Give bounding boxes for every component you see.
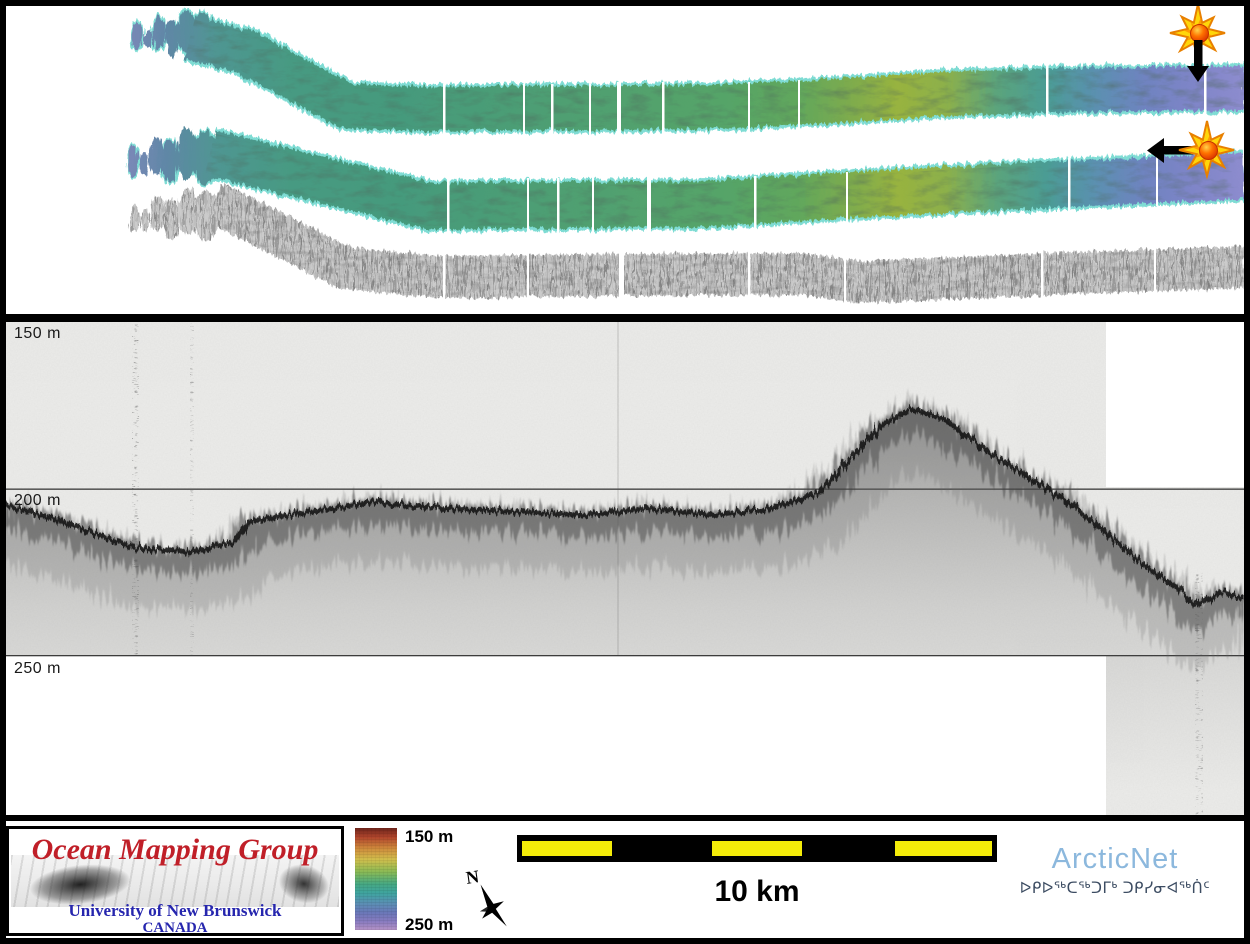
faint-line [617, 322, 619, 655]
scale-bar-label: 10 km [714, 875, 800, 908]
scale-bar-segment [712, 841, 802, 856]
depth-gridlines [6, 488, 1244, 657]
compass-star-icon [479, 884, 507, 927]
colorbar-noise [355, 828, 397, 930]
footer: Ocean Mapping Group University of New Br… [6, 821, 1244, 938]
swath3-seams [443, 246, 1156, 314]
north-arrow: N [454, 865, 536, 937]
omg-logo: Ocean Mapping Group University of New Br… [6, 826, 348, 936]
swath1-seams [443, 62, 1207, 136]
depth-label-250: 250 m [14, 660, 61, 677]
noise-column [190, 322, 194, 655]
depth-colorbar [355, 828, 397, 930]
omg-title: Ocean Mapping Group [31, 833, 319, 866]
scale-bar [517, 835, 997, 862]
omg-country: CANADA [142, 920, 208, 936]
colorbar-bottom-label: 250 m [405, 915, 454, 934]
bathymetry-swath-2 [126, 127, 1244, 234]
arcticnet-inuktitut: ᐅᑭᐅᖅᑕᖅᑐᒥᒃ ᑐᑭᓯᓂᐊᖅᑏᑦ [1019, 880, 1211, 897]
arcticnet-logo: ArcticNet ᐅᑭᐅᖅᑕᖅᑐᒥᒃ ᑐᑭᓯᓂᐊᖅᑏᑦ [986, 843, 1244, 897]
echogram-graphic [6, 322, 1244, 815]
bathymetry-swath-1 [130, 8, 1244, 136]
subbottom-profile-panel: 150 m 200 m 250 m [6, 322, 1244, 815]
scale-bar-segment [895, 841, 992, 856]
swath-map-graphic [126, 6, 1244, 314]
starburst-marker-2 [1147, 120, 1235, 177]
noise-column [132, 322, 139, 655]
arcticnet-name: ArcticNet [1051, 843, 1179, 875]
scale-bar-segment [522, 841, 612, 856]
down-arrow-icon [1187, 40, 1209, 82]
starburst-marker-1 [1169, 6, 1226, 82]
colorbar-top-label: 150 m [405, 827, 454, 846]
swath2-seams [447, 154, 1158, 234]
noise-column [1195, 572, 1203, 815]
depth-label-200: 200 m [14, 492, 61, 509]
omg-university: University of New Brunswick [68, 901, 282, 920]
backscatter-swath [129, 183, 1244, 314]
depth-label-150: 150 m [14, 325, 61, 342]
swath-map-panel [6, 6, 1244, 314]
